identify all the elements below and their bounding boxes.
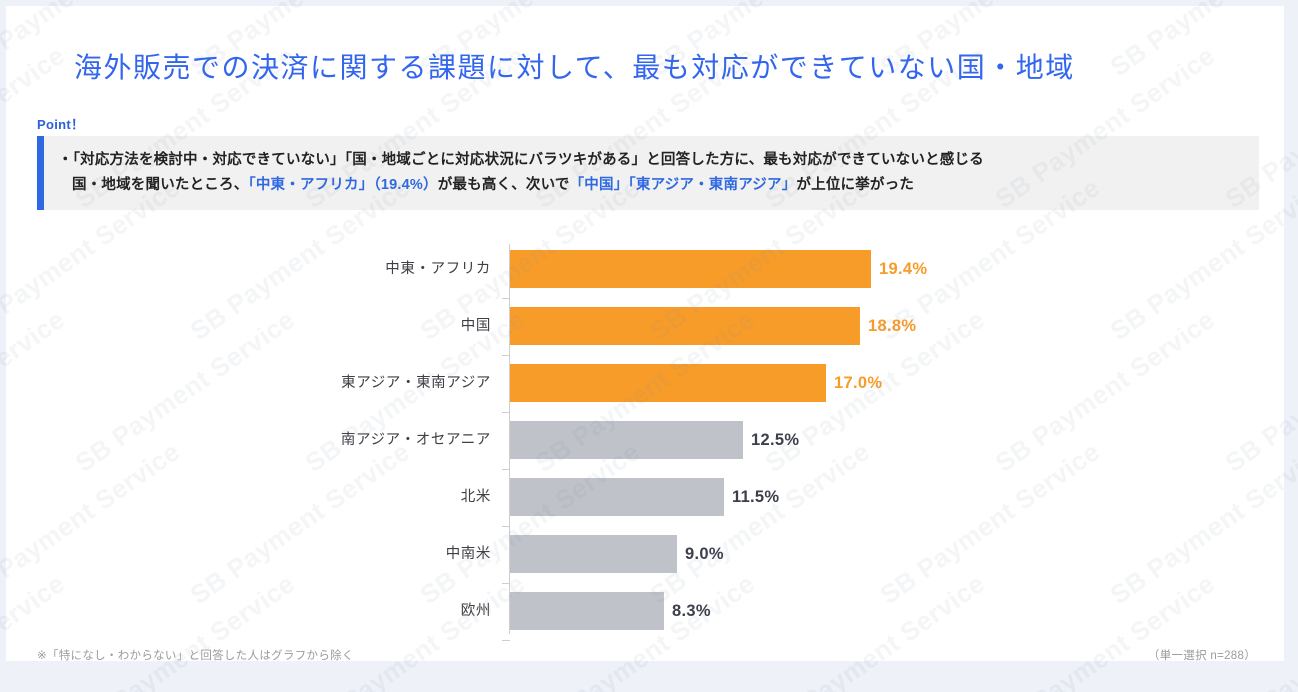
bar-category-label: 欧州: [460, 603, 491, 619]
axis-tick: [502, 298, 510, 299]
axis-tick: [502, 412, 510, 413]
axis-tick: [502, 469, 510, 470]
bar: [510, 364, 826, 402]
slide-card: 海外販売での決済に関する課題に対して、最も対応ができていない国・地域 Point…: [6, 6, 1284, 662]
bar-value-label: 11.5%: [732, 488, 780, 506]
callout-line2-pre: 国・地域を聞いたところ、: [72, 177, 249, 193]
callout-highlight-3: 「東アジア・東南アジア」: [628, 177, 797, 193]
chart-row: 南アジア・オセアニア 12.5%: [6, 421, 1284, 478]
footnote-right: （単一選択 n=288）: [1147, 650, 1256, 662]
callout-line2-post: が上位に挙がった: [796, 177, 915, 193]
bar-value-label: 19.4%: [879, 260, 928, 278]
bar-category-label: 中南米: [445, 546, 491, 562]
axis-tick: [502, 640, 510, 641]
bar-value-label: 9.0%: [685, 545, 724, 563]
callout-box: ・「対応方法を検討中・対応できていない」「国・地域ごとに対応状況にバラツキがある…: [37, 136, 1259, 210]
chart-row: 東アジア・東南アジア 17.0%: [6, 364, 1284, 421]
bar-category-label: 中東・アフリカ: [385, 261, 491, 277]
bar-value-label: 8.3%: [672, 602, 711, 620]
callout-accent-bar: [37, 136, 44, 210]
page-title: 海外販売での決済に関する課題に対して、最も対応ができていない国・地域: [74, 52, 1075, 83]
axis-tick: [502, 526, 510, 527]
bar: [510, 478, 724, 516]
chart-row: 北米 11.5%: [6, 478, 1284, 535]
callout-text: ・「対応方法を検討中・対応できていない」「国・地域ごとに対応状況にバラツキがある…: [58, 148, 984, 198]
bar-value-label: 17.0%: [834, 374, 883, 392]
bar-value-label: 18.8%: [868, 317, 917, 335]
footnote-left: ※「特になし・わからない」と回答した人はグラフから除く: [37, 650, 354, 662]
bar-category-label: 南アジア・オセアニア: [340, 432, 491, 448]
bar: [510, 535, 677, 573]
bar-category-label: 北米: [460, 489, 491, 505]
chart-row: 中国 18.8%: [6, 307, 1284, 364]
bar: [510, 592, 664, 630]
callout-line2-mid: が最も高く、次いで: [437, 177, 570, 193]
bar: [510, 307, 860, 345]
axis-tick: [502, 583, 510, 584]
bar-category-label: 中国: [460, 318, 491, 334]
bar-category-label: 東アジア・東南アジア: [341, 375, 491, 391]
bar: [510, 250, 871, 288]
bar-chart: 中東・アフリカ 19.4% 中国 18.8% 東アジア・東南アジア 17.0% 南アジア・オ…: [6, 238, 1284, 641]
bar: [510, 421, 743, 459]
chart-axis-line: [509, 244, 510, 634]
bar-value-label: 12.5%: [751, 431, 800, 449]
callout-body: ・「対応方法を検討中・対応できていない」「国・地域ごとに対応状況にバラツキがある…: [44, 136, 1259, 210]
callout-line1: ・「対応方法を検討中・対応できていない」「国・地域ごとに対応状況にバラツキがある…: [58, 152, 984, 168]
chart-row: 欧州 8.3%: [6, 592, 1284, 649]
chart-row: 中東・アフリカ 19.4%: [6, 250, 1284, 307]
callout-highlight-1: 「中東・アフリカ」（19.4%）: [248, 177, 438, 193]
axis-tick: [502, 355, 510, 356]
chart-rows: 中東・アフリカ 19.4% 中国 18.8% 東アジア・東南アジア 17.0% 南アジア・オ…: [6, 250, 1284, 649]
chart-row: 中南米 9.0%: [6, 535, 1284, 592]
point-label: Point！: [37, 117, 85, 132]
callout-highlight-2: 「中国」: [569, 177, 629, 193]
